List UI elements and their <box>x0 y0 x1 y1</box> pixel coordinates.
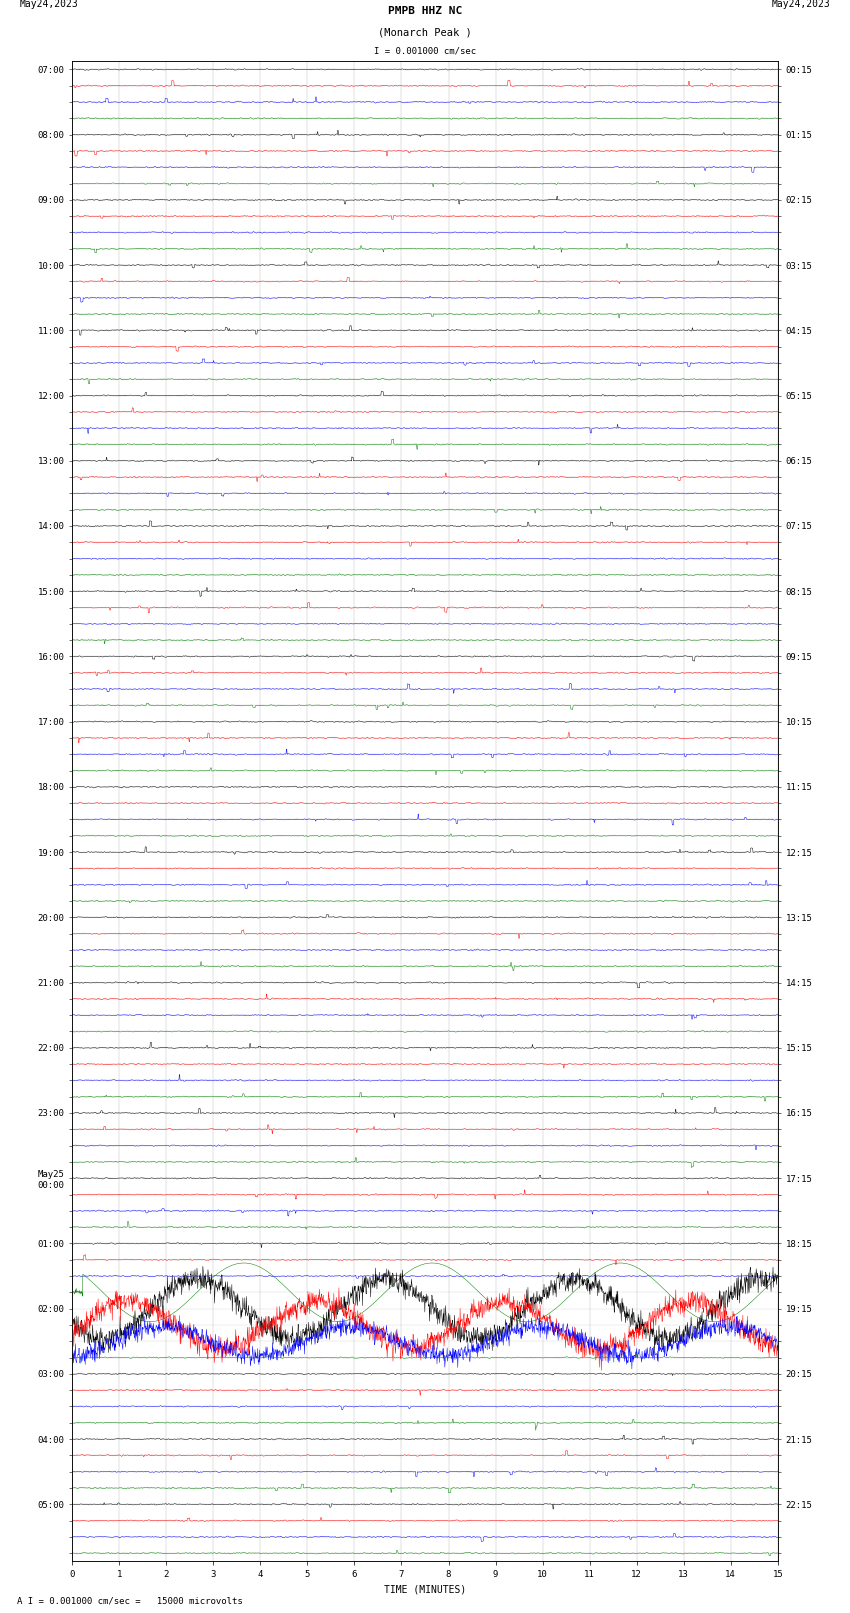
X-axis label: TIME (MINUTES): TIME (MINUTES) <box>384 1586 466 1595</box>
Text: PDT
May24,2023: PDT May24,2023 <box>772 0 830 8</box>
Text: PMPB HHZ NC: PMPB HHZ NC <box>388 6 462 16</box>
Text: (Monarch Peak ): (Monarch Peak ) <box>378 27 472 37</box>
Text: UTC
May24,2023: UTC May24,2023 <box>20 0 78 8</box>
Text: A I = 0.001000 cm/sec =   15000 microvolts: A I = 0.001000 cm/sec = 15000 microvolts <box>17 1597 243 1605</box>
Text: I = 0.001000 cm/sec: I = 0.001000 cm/sec <box>374 47 476 55</box>
